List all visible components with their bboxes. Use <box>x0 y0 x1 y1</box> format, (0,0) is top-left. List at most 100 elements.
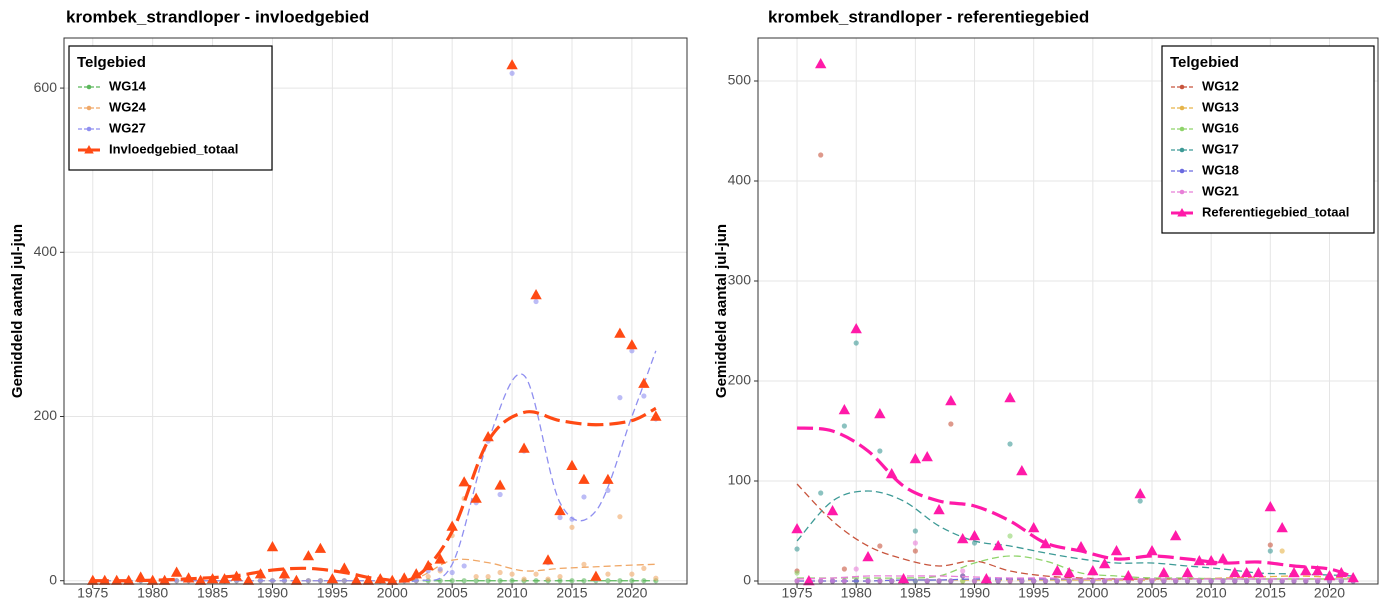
data-point <box>1184 578 1191 584</box>
data-point <box>1217 553 1229 564</box>
legend-marker <box>84 145 94 154</box>
data-point <box>956 533 969 544</box>
data-point <box>302 550 315 561</box>
data-point <box>497 491 503 498</box>
data-point <box>605 571 611 577</box>
data-point <box>314 542 327 553</box>
data-point <box>1279 548 1285 554</box>
legend-marker <box>86 126 92 132</box>
data-point <box>1276 522 1288 533</box>
data-point <box>1255 578 1262 584</box>
data-point <box>912 578 918 584</box>
x-tick-label: 2020 <box>616 585 647 601</box>
data-point <box>602 473 614 484</box>
data-point <box>1303 578 1309 584</box>
legend-label: WG16 <box>1202 120 1239 135</box>
y-tick-label: 0 <box>743 572 751 588</box>
data-point <box>897 573 910 584</box>
data-point <box>1288 567 1300 578</box>
data-point <box>338 562 351 573</box>
legend-marker <box>1179 105 1185 111</box>
data-point <box>1267 578 1273 584</box>
data-point <box>995 578 1001 584</box>
data-point <box>909 453 922 464</box>
y-tick-label: 200 <box>728 372 752 388</box>
data-point <box>980 573 993 584</box>
data-point <box>874 408 886 419</box>
legend-marker <box>1179 84 1185 90</box>
legend-label: WG14 <box>109 78 147 93</box>
x-tick-label: 1975 <box>781 585 812 601</box>
data-point <box>317 578 323 584</box>
data-point <box>818 152 824 158</box>
data-point <box>194 574 207 585</box>
data-point <box>545 576 551 582</box>
data-point <box>518 442 530 453</box>
data-point <box>1169 530 1182 541</box>
x-tick-label: 2005 <box>437 585 468 601</box>
y-tick-label: 300 <box>728 272 752 288</box>
legend-marker <box>86 84 92 90</box>
x-tick-label: 1980 <box>841 585 872 601</box>
data-point <box>1054 578 1060 584</box>
data-point <box>473 578 479 584</box>
data-point <box>1146 545 1158 556</box>
data-point <box>1267 548 1273 554</box>
data-point <box>1240 567 1253 578</box>
data-point <box>912 548 918 554</box>
data-point <box>1098 558 1111 569</box>
data-point <box>557 574 563 580</box>
data-point <box>1122 570 1135 581</box>
data-point <box>877 448 883 454</box>
x-tick-label: 1990 <box>257 585 288 601</box>
data-point <box>266 541 279 552</box>
data-point <box>826 505 839 516</box>
data-point <box>971 578 978 584</box>
data-point <box>617 514 623 520</box>
data-point <box>566 459 578 470</box>
data-point <box>1347 572 1359 583</box>
data-point <box>829 578 836 584</box>
plot-border <box>63 37 688 585</box>
legend-marker <box>86 105 92 111</box>
legend-box <box>1161 45 1375 234</box>
legend-box <box>68 45 273 171</box>
legend-title: Telgebied <box>77 54 146 71</box>
legend-label: WG13 <box>1202 99 1239 114</box>
legend-marker <box>1179 189 1185 195</box>
legend-marker <box>1177 208 1187 217</box>
x-tick-label: 1995 <box>1018 585 1049 601</box>
data-point <box>533 571 539 577</box>
chart-title: krombek_strandloper - invloedgebied <box>66 7 369 26</box>
data-point <box>87 574 99 585</box>
data-point <box>1267 542 1273 548</box>
data-point <box>1004 392 1016 403</box>
data-point <box>638 377 650 388</box>
data-point <box>1134 488 1146 499</box>
data-point <box>614 327 626 338</box>
data-point <box>218 573 231 584</box>
x-tick-label: 1975 <box>77 585 108 601</box>
legend-label: Referentiegebied_totaal <box>1202 204 1349 219</box>
data-point <box>1016 465 1028 476</box>
x-tick-label: 2000 <box>1077 585 1108 601</box>
data-point <box>1075 541 1087 552</box>
data-point <box>1229 567 1241 578</box>
data-point <box>1315 578 1321 584</box>
data-point <box>1102 578 1108 584</box>
data-point <box>1264 501 1277 512</box>
data-point <box>617 578 623 584</box>
legend-label: WG12 <box>1202 78 1239 93</box>
data-point <box>1007 533 1013 539</box>
x-tick-label: 1995 <box>317 585 348 601</box>
legend-label: WG17 <box>1202 141 1239 156</box>
data-point <box>791 523 803 534</box>
data-point <box>1220 578 1226 584</box>
data-point <box>1113 578 1120 584</box>
data-point <box>853 340 859 346</box>
data-point <box>1042 578 1049 584</box>
data-point <box>242 574 255 585</box>
data-point <box>992 540 1004 551</box>
